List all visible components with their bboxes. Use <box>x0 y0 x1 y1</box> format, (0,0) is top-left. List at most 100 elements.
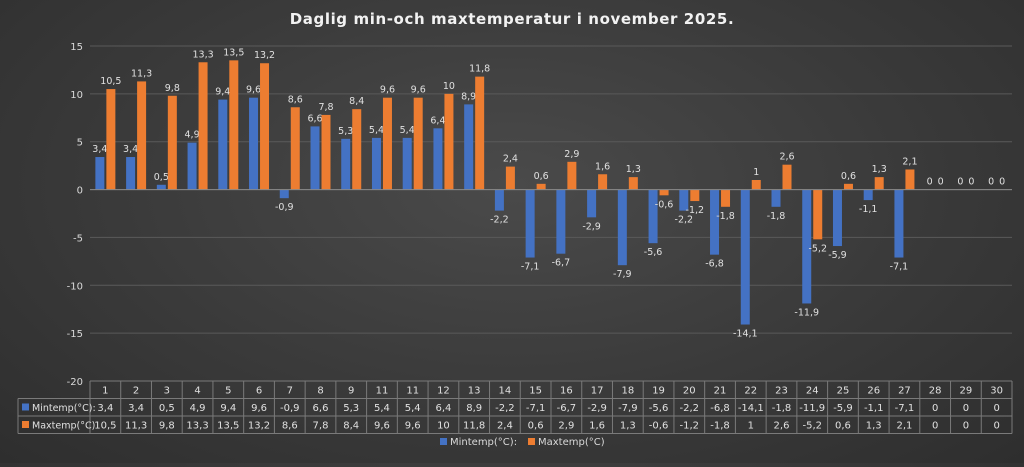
bar-max <box>659 189 669 196</box>
table-cell: -11,9 <box>799 403 825 414</box>
bar-min <box>371 137 381 190</box>
table-cell: 9,6 <box>405 421 421 432</box>
bar-min <box>832 189 842 247</box>
data-label: 5,4 <box>369 125 384 136</box>
bar-min <box>279 189 289 199</box>
bar-min <box>156 184 166 190</box>
data-label: 0 <box>968 177 974 188</box>
x-tick-label: 7 <box>287 386 293 397</box>
data-label: 10 <box>443 81 455 92</box>
data-label: -1,8 <box>716 211 735 222</box>
x-tick-label: 30 <box>990 386 1003 397</box>
data-label: 0,6 <box>534 171 549 182</box>
x-tick-label: 17 <box>591 386 604 397</box>
table-cell: 8,6 <box>282 421 298 432</box>
data-label: -11,9 <box>794 307 819 318</box>
table-cell: 5,3 <box>343 403 359 414</box>
table-row-header: Mintemp(°C): <box>32 403 96 414</box>
table-cell: 13,3 <box>186 421 208 432</box>
table-cell: 9,6 <box>251 403 267 414</box>
data-label: 0 <box>938 177 944 188</box>
bar-min <box>187 142 197 190</box>
x-tick-label: 3 <box>164 386 170 397</box>
data-label: -5,9 <box>828 250 847 261</box>
data-label: 9,4 <box>215 87 230 98</box>
table-cell: 2,1 <box>896 421 912 432</box>
table-cell: -5,9 <box>833 403 853 414</box>
x-tick-label: 12 <box>437 386 450 397</box>
table-cell: 2,4 <box>497 421 513 432</box>
data-label: -2,2 <box>675 215 694 226</box>
bar-min <box>525 189 535 258</box>
table-cell: 1,6 <box>589 421 605 432</box>
y-tick-label: 15 <box>70 42 83 53</box>
data-label: 2,4 <box>503 154 518 165</box>
table-cell: 0 <box>993 403 999 414</box>
bar-max <box>229 60 239 190</box>
x-tick-label: 8 <box>317 386 323 397</box>
data-label: 9,6 <box>380 85 395 96</box>
table-cell: 0,6 <box>835 421 851 432</box>
table-cell: 0 <box>932 403 938 414</box>
data-label: 0 <box>957 177 963 188</box>
x-tick-label: 6 <box>256 386 262 397</box>
table-cell: -7,1 <box>526 403 546 414</box>
table-cell: 8,9 <box>466 403 482 414</box>
x-tick-label: 1 <box>102 386 108 397</box>
table-cell: -0,9 <box>280 403 300 414</box>
table-cell: 0 <box>963 421 969 432</box>
y-tick-label: -15 <box>67 329 83 340</box>
table-cell: 11,8 <box>463 421 485 432</box>
data-label: -2,2 <box>490 215 509 226</box>
x-tick-label: 24 <box>806 386 819 397</box>
bar-max <box>536 183 546 190</box>
data-label: -5,6 <box>644 247 663 258</box>
bar-max <box>290 107 300 190</box>
data-label: -1,1 <box>859 204 878 215</box>
bar-max <box>352 109 362 190</box>
legend-key <box>440 438 447 445</box>
data-label: 0,6 <box>841 171 856 182</box>
table-cell: 6,6 <box>313 403 329 414</box>
bar-min <box>863 189 873 201</box>
data-label: -1,8 <box>767 211 786 222</box>
table-cell: 1,3 <box>620 421 636 432</box>
table-cell: -2,2 <box>680 403 700 414</box>
data-label: 7,8 <box>318 102 333 113</box>
table-cell: 6,4 <box>435 403 451 414</box>
bar-min <box>310 126 320 190</box>
table-cell: 8,4 <box>343 421 359 432</box>
bar-max <box>413 97 423 190</box>
x-tick-label: 5 <box>225 386 231 397</box>
data-label: 1,3 <box>626 164 641 175</box>
bar-max <box>321 114 331 190</box>
legend-label: Mintemp(°C): <box>450 437 517 448</box>
table-cell: 9,4 <box>220 403 236 414</box>
data-label: 0,5 <box>154 172 169 183</box>
bar-max <box>598 174 608 190</box>
x-tick-label: 27 <box>898 386 911 397</box>
bar-max <box>382 97 392 190</box>
data-label: 1,3 <box>872 164 887 175</box>
table-cell: -5,2 <box>802 421 822 432</box>
data-label: -2,9 <box>582 221 601 232</box>
bar-max <box>167 95 177 190</box>
y-tick-label: 0 <box>77 186 83 197</box>
data-label: 3,4 <box>92 144 107 155</box>
table-cell: 0,6 <box>528 421 544 432</box>
x-tick-label: 20 <box>683 386 696 397</box>
table-legend-key <box>22 403 29 411</box>
table-cell: -6,7 <box>557 403 577 414</box>
data-label: -6,7 <box>552 258 571 269</box>
table-cell: -0,6 <box>649 421 669 432</box>
table-cell: 2,9 <box>558 421 574 432</box>
data-label: 6,4 <box>430 115 445 126</box>
data-label: 1 <box>753 167 759 178</box>
bar-min <box>617 189 627 266</box>
table-cell: -1,8 <box>710 421 730 432</box>
table-cell: 5,4 <box>374 403 390 414</box>
table-cell: 0,5 <box>159 403 175 414</box>
data-label: 0 <box>988 177 994 188</box>
x-tick-label: 28 <box>929 386 942 397</box>
